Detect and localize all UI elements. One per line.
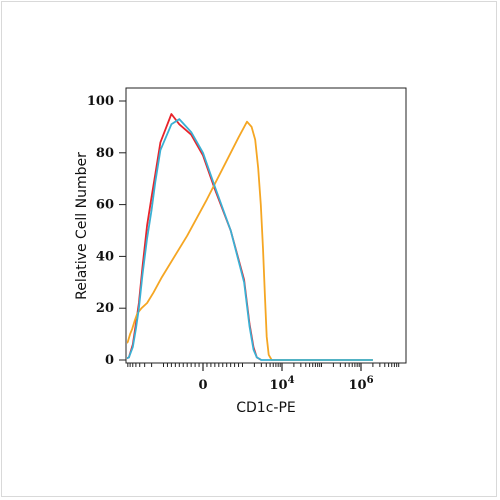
y-axis: 0 20 40 60 80 100 bbox=[87, 94, 126, 368]
y-tick-label: 100 bbox=[87, 94, 114, 109]
x-tick-label: 106 bbox=[348, 375, 373, 393]
x-tick-label: 0 bbox=[198, 378, 207, 393]
x-axis: 0 104 106 bbox=[127, 363, 400, 393]
x-axis-label: CD1c-PE bbox=[236, 400, 296, 416]
series-group bbox=[127, 113, 373, 361]
series-line-2 bbox=[127, 120, 373, 361]
x-tick-exponent: 6 bbox=[367, 375, 374, 386]
x-tick-base: 0 bbox=[198, 378, 207, 393]
x-tick-exponent: 4 bbox=[288, 375, 295, 386]
y-axis-label: Relative Cell Number bbox=[74, 152, 90, 300]
y-tick-label: 0 bbox=[105, 353, 114, 368]
y-tick-label: 80 bbox=[96, 146, 114, 161]
y-tick-label: 40 bbox=[96, 249, 114, 264]
x-tick-base: 10 bbox=[269, 378, 287, 393]
series-line-3 bbox=[127, 118, 373, 361]
series-line-1 bbox=[127, 113, 262, 361]
x-tick-base: 10 bbox=[348, 378, 366, 393]
x-tick-label: 104 bbox=[269, 375, 294, 393]
y-tick-label: 60 bbox=[96, 198, 114, 213]
y-tick-label: 20 bbox=[96, 301, 114, 316]
